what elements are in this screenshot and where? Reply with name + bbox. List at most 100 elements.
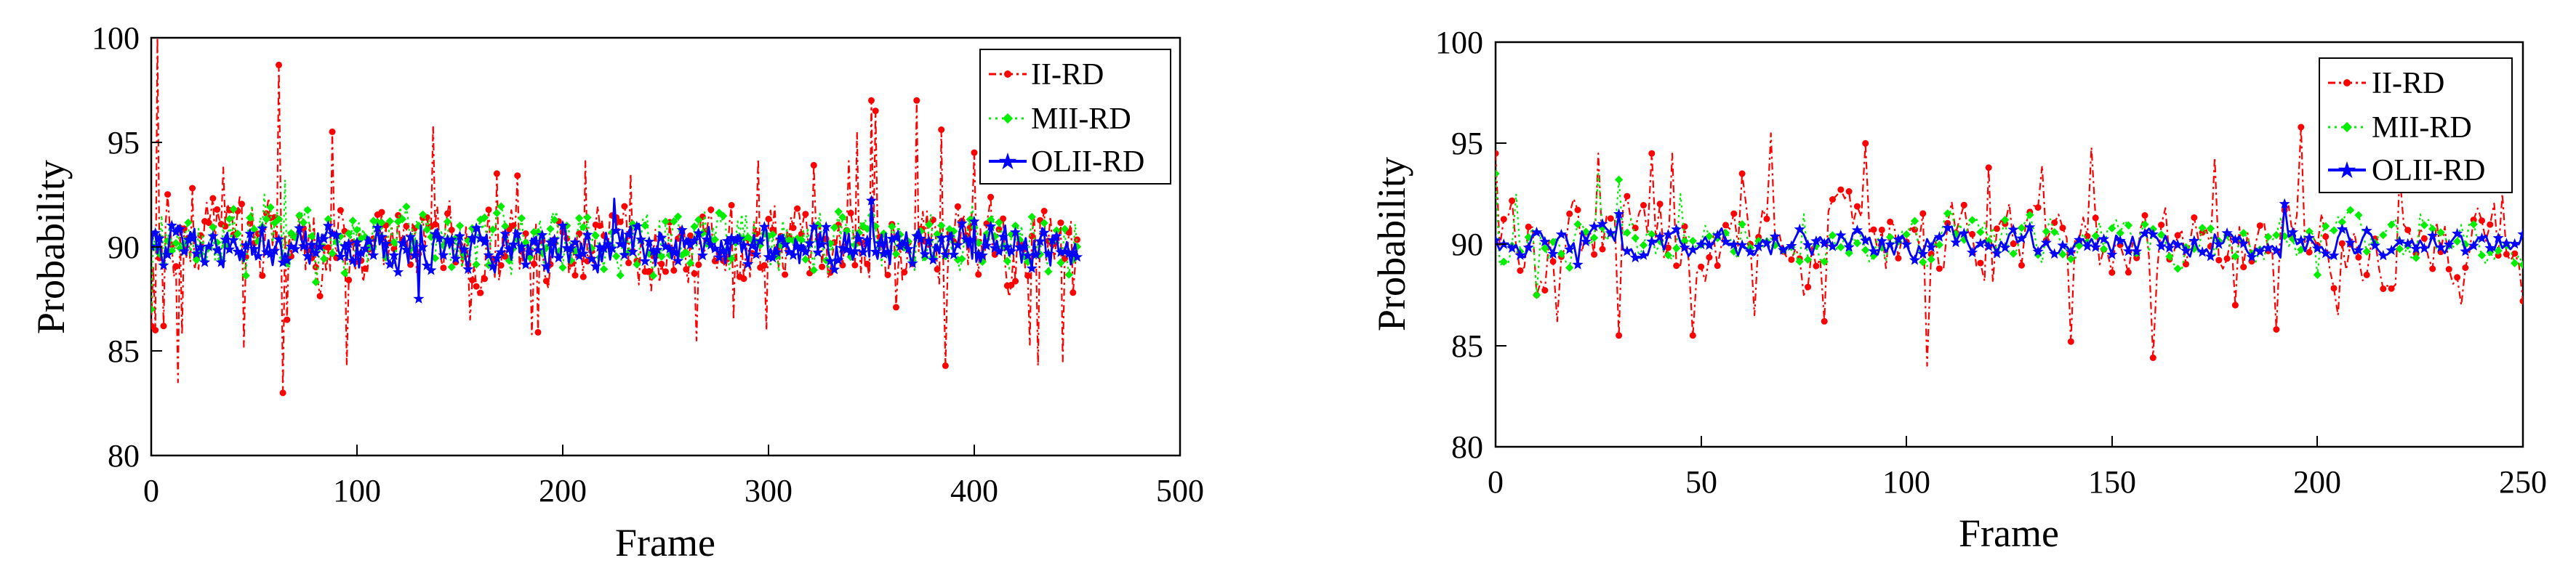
data-point [1671, 223, 1682, 235]
data-point [771, 246, 782, 257]
data-point [390, 238, 398, 247]
data-point [808, 221, 819, 232]
data-point [758, 221, 770, 232]
data-point [495, 246, 507, 257]
data-point [184, 218, 193, 227]
data-point [1878, 226, 1885, 233]
data-point [993, 246, 1005, 256]
data-point [574, 250, 585, 261]
data-point [1933, 231, 1945, 242]
legend-marker: ★ [2337, 156, 2358, 184]
data-point [1802, 239, 1814, 250]
data-point [1958, 227, 1970, 238]
data-point [2420, 221, 2429, 230]
data-point [893, 304, 899, 311]
data-point [944, 231, 955, 242]
data-point [1919, 258, 1927, 267]
data-point [1763, 215, 1770, 222]
data-point [2295, 234, 2307, 246]
data-point [2034, 204, 2042, 211]
data-point [1967, 216, 1977, 224]
data-point [205, 219, 212, 227]
data-point [473, 283, 480, 290]
data-point [450, 253, 462, 264]
data-point [2355, 254, 2362, 261]
data-point [1728, 238, 1740, 250]
data-point [1018, 240, 1030, 251]
data-point [936, 232, 947, 243]
series-olii-rd [1496, 198, 2523, 270]
data-point [2443, 238, 2455, 250]
legend-label: II-RD [1031, 58, 1104, 92]
data-point [838, 213, 847, 222]
data-point [2379, 230, 2388, 240]
data-point [433, 232, 445, 243]
data-point [851, 262, 859, 269]
data-point [2231, 252, 2240, 261]
data-point [353, 225, 361, 235]
data-point [2098, 233, 2110, 244]
data-point [2410, 243, 2422, 254]
data-point [503, 243, 515, 254]
data-point [343, 238, 355, 248]
data-point [707, 206, 715, 214]
legend-marker [1002, 113, 1014, 124]
y-tick-label: 100 [92, 20, 140, 56]
data-point [1065, 229, 1072, 236]
data-point [1573, 219, 1582, 229]
data-point [2272, 230, 2281, 240]
data-point [713, 251, 725, 262]
data-point [1022, 250, 1034, 261]
data-point [1870, 226, 1877, 233]
data-point [820, 221, 832, 232]
data-point [986, 215, 995, 224]
data-point [621, 203, 628, 210]
data-point [2511, 250, 2519, 257]
data-point [1950, 236, 1962, 248]
data-point [497, 202, 505, 211]
data-point [1564, 243, 1576, 254]
data-point [388, 249, 400, 260]
data-point [1705, 232, 1714, 240]
data-point [964, 234, 976, 245]
data-point [2517, 228, 2523, 239]
data-point [2140, 220, 2149, 229]
x-tick-label: 100 [1882, 464, 1930, 500]
data-point [1000, 215, 1007, 222]
data-point [668, 246, 680, 257]
data-point [1589, 221, 1600, 232]
data-point [709, 243, 721, 254]
data-point [328, 249, 337, 258]
data-point [738, 239, 750, 250]
data-point [322, 219, 334, 231]
data-point [396, 237, 408, 248]
data-point [351, 236, 363, 248]
data-point [356, 247, 367, 258]
data-point [1549, 258, 1557, 265]
data-point [286, 229, 296, 238]
data-point [767, 251, 779, 263]
data-point [734, 232, 745, 244]
data-point [682, 248, 691, 257]
data-point [1012, 278, 1019, 285]
data-point [402, 202, 411, 211]
data-point [2452, 237, 2462, 246]
data-point [975, 271, 982, 278]
data-point [985, 220, 997, 232]
data-point [443, 217, 452, 226]
data-point [1994, 225, 2000, 232]
data-point [455, 222, 465, 230]
data-point [1024, 272, 1032, 279]
data-point [2156, 230, 2166, 239]
data-point [1681, 223, 1688, 230]
x-tick-label: 0 [143, 473, 159, 509]
data-point [1837, 186, 1845, 193]
data-point [2238, 238, 2250, 248]
data-point [199, 256, 211, 267]
data-point [1499, 257, 1508, 266]
data-point [1530, 226, 1543, 238]
data-point [989, 242, 1000, 253]
data-point [1935, 240, 1944, 249]
data-point [2018, 262, 2025, 269]
x-axis-ticks: 0 100 200 300 400 500 [143, 445, 1204, 509]
